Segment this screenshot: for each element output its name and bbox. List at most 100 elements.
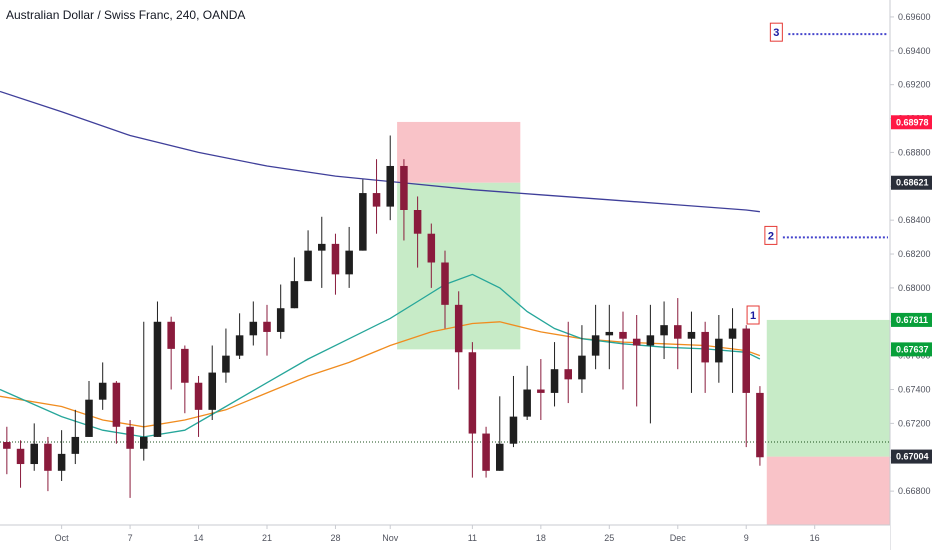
price-badge [891,449,932,464]
candle [632,315,641,407]
candle [687,311,696,393]
candle [386,135,394,221]
candle-body [181,348,189,383]
candle [454,291,463,390]
candle-body [318,243,326,251]
candle-body [550,369,559,393]
candle [564,321,572,404]
price-badge [891,312,932,327]
candle-body [345,250,353,275]
candle [263,304,271,356]
candle-body [249,321,258,336]
candle-body [427,233,436,263]
candle-body [468,352,477,434]
candle-body [57,453,66,471]
candle-body [30,443,38,465]
stop-zone-2 [766,456,890,525]
candle-body [331,243,340,275]
candle-body [646,335,655,346]
time-tick-label: 9 [744,533,749,543]
marker-box-1 [746,305,760,325]
candle-body [290,281,299,309]
candle [468,342,477,478]
candle [222,328,230,383]
candle-body [194,382,203,410]
candle-body [400,165,408,210]
candle [85,381,93,437]
time-tick-label: 18 [536,533,546,543]
price-axis: 0.668000.670000.672000.674000.676000.678… [889,0,932,550]
candle [591,304,600,370]
candle [16,440,25,488]
candle-body [715,338,723,363]
price-badge-label: 0.67004 [896,452,929,462]
price-tick-label: 0.68200 [898,249,931,259]
candle-body [3,442,11,449]
candle-body [578,355,586,380]
candle-body [85,399,93,437]
candle-body [222,355,230,373]
candle [728,308,737,393]
candle [372,159,381,234]
time-axis-bg [0,525,890,550]
candle [98,362,107,410]
candle [537,359,545,420]
stop-zone-0 [397,121,521,183]
candle-body [112,382,121,427]
candle [44,436,52,492]
candle [140,321,148,461]
candle-body [687,331,696,339]
candle [427,223,436,288]
candle [715,315,723,383]
candle [756,386,764,466]
time-tick-label: 7 [128,533,133,543]
candle-body [482,433,490,471]
candle-body [728,328,737,339]
time-tick-label: 14 [194,533,204,543]
time-tick-label: Nov [382,533,399,543]
price-tick-label: 0.68000 [898,283,931,293]
time-axis: Oct 7 14 21 28 Nov 11 18 25 Dec 9 16 [0,524,890,550]
candle-body [98,382,107,400]
candle [71,409,80,465]
candle [153,301,162,437]
candle-body [208,372,216,410]
marker-box-2 [764,225,778,245]
candle [57,430,66,481]
candle [181,345,189,414]
candle-body [619,331,627,339]
candle [112,381,121,444]
candle [742,325,750,448]
candle-body [71,436,80,454]
candle [550,342,559,407]
price-tick-label: 0.67400 [898,385,931,395]
price-badge-label: 0.67637 [896,344,929,354]
candle-body [276,308,285,332]
candle [30,423,38,471]
candle [249,301,258,346]
time-tick-label: 21 [262,533,272,543]
candle [701,321,709,393]
marker-label-1: 1 [750,310,756,322]
candle-body [509,416,518,444]
price-tick-label: 0.69200 [898,80,931,90]
candle [619,311,627,390]
price-badge-label: 0.67811 [896,315,928,325]
price-tick-label: 0.66800 [898,486,931,496]
candle-body [126,426,134,449]
time-tick-label: Oct [55,533,70,543]
candle-body [591,335,600,356]
candle [3,426,11,475]
candle [194,375,203,437]
candle-body [756,392,764,458]
marker-label-2: 2 [768,230,774,242]
candle-body [701,331,709,363]
candle-body [372,193,381,207]
candle-body [263,321,271,332]
target-zone-3 [766,319,890,457]
candle [235,313,244,360]
marker-box-3 [769,22,783,42]
candle-body [16,448,25,465]
